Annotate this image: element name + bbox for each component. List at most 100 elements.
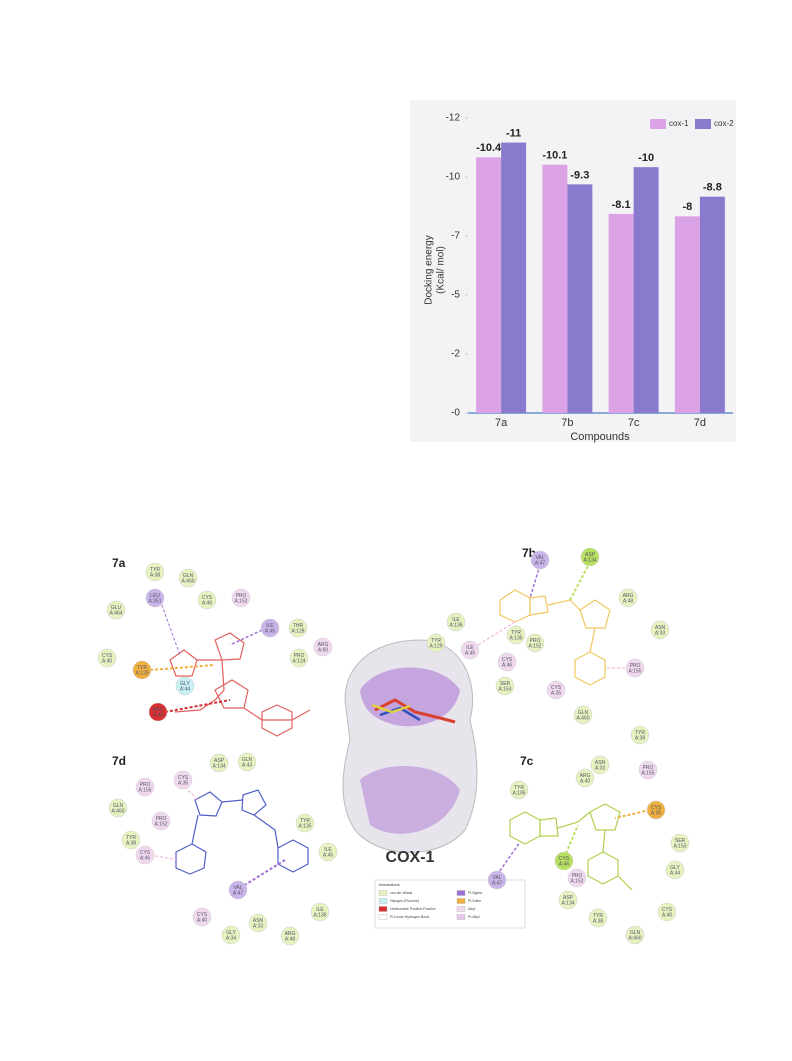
x-tick-label: 7c bbox=[628, 417, 640, 429]
residue-name: SER bbox=[675, 838, 686, 844]
residue-id: A:34 bbox=[226, 935, 237, 941]
residue-name: ILE bbox=[466, 645, 474, 651]
value-label: -8.1 bbox=[612, 199, 631, 211]
residue-id: A:44 bbox=[670, 870, 681, 876]
residue-disc bbox=[97, 648, 117, 668]
legend-item-label: Unfavorable Positive-Positive bbox=[390, 907, 436, 911]
residue-disc bbox=[567, 868, 587, 888]
residue-name: TYR bbox=[635, 730, 645, 736]
residue-id: A:135 bbox=[298, 823, 311, 829]
residue-name: ILE bbox=[324, 847, 332, 853]
residue-disc bbox=[446, 612, 466, 632]
residue-name: PRO bbox=[630, 663, 641, 669]
residue-disc bbox=[487, 870, 507, 890]
y-tick-label: -7 bbox=[451, 231, 460, 242]
residue-id: A:155 bbox=[628, 668, 641, 674]
residue-name: GLN bbox=[242, 757, 253, 763]
residue-disc bbox=[135, 777, 155, 797]
residue-disc bbox=[313, 637, 333, 657]
legend-label: cox-1 bbox=[669, 119, 689, 128]
residue-name: PRO bbox=[572, 873, 583, 879]
y-axis-title-line: Docking energy bbox=[424, 235, 435, 304]
residue-disc bbox=[173, 770, 193, 790]
residue-name: GLY bbox=[670, 865, 680, 871]
residue-disc bbox=[460, 640, 480, 660]
residue-name: ASP bbox=[214, 758, 225, 764]
residue-disc bbox=[665, 860, 685, 880]
residue-id: A:134 bbox=[583, 557, 596, 563]
x-axis-title: Compounds bbox=[570, 431, 630, 443]
residue-id: A:152 bbox=[528, 643, 541, 649]
residue-id: A:134 bbox=[561, 900, 574, 906]
residue-disc bbox=[630, 725, 650, 745]
residue-id: A:129 bbox=[429, 643, 442, 649]
residue-name: CYS bbox=[651, 805, 662, 811]
residue-id: A:38 bbox=[635, 735, 646, 741]
residue-name: VAL bbox=[535, 555, 544, 561]
residue-id: A:153 bbox=[673, 843, 686, 849]
residue-name: PRO bbox=[530, 638, 541, 644]
bar bbox=[608, 213, 634, 413]
residue-id: A:40 bbox=[197, 917, 208, 923]
residue-disc bbox=[280, 926, 300, 946]
residue-disc bbox=[175, 676, 195, 696]
residue-id: A:47 bbox=[492, 880, 503, 886]
residue-id: A:155 bbox=[641, 770, 654, 776]
residue-name: PRO bbox=[156, 816, 167, 822]
residue-disc bbox=[590, 755, 610, 775]
residue-disc bbox=[646, 800, 666, 820]
residue-id: A:46 bbox=[202, 600, 213, 606]
value-label: -11 bbox=[506, 127, 521, 139]
molecule-7d bbox=[175, 789, 309, 875]
residue-name: TYR bbox=[126, 835, 136, 841]
residue-disc bbox=[650, 620, 670, 640]
legend-label: cox-2 bbox=[714, 119, 734, 128]
residue-disc bbox=[573, 705, 593, 725]
residue-name: SER bbox=[500, 681, 511, 687]
y-tick-label: -2 bbox=[451, 349, 460, 360]
bar bbox=[699, 196, 725, 413]
residue-id: A:33 bbox=[253, 923, 264, 929]
residue-id: A:45 bbox=[465, 650, 476, 656]
bonds-7a bbox=[149, 599, 263, 713]
residue-id: A:460 bbox=[628, 935, 641, 941]
residue-id: A:135 bbox=[509, 635, 522, 641]
residue-id: A:46 bbox=[559, 861, 570, 867]
residue-id: A:40 bbox=[102, 658, 113, 664]
residue-disc bbox=[426, 633, 446, 653]
residue-id: A:47 bbox=[535, 560, 546, 566]
residue-name: GLY bbox=[226, 930, 236, 936]
residue-disc bbox=[106, 600, 126, 620]
residue-name: CYS bbox=[178, 775, 189, 781]
legend-title: Interactions bbox=[379, 882, 400, 887]
value-label: -10.4 bbox=[476, 142, 502, 154]
residue-name: CYS bbox=[559, 856, 570, 862]
residue-name: ASN bbox=[595, 760, 606, 766]
residue-disc bbox=[638, 760, 658, 780]
legend-item-swatch bbox=[456, 914, 466, 920]
residue-name: LEU bbox=[150, 593, 160, 599]
residue-name: GLN bbox=[113, 803, 124, 809]
residue-disc bbox=[310, 902, 330, 922]
residue-disc bbox=[209, 753, 229, 773]
